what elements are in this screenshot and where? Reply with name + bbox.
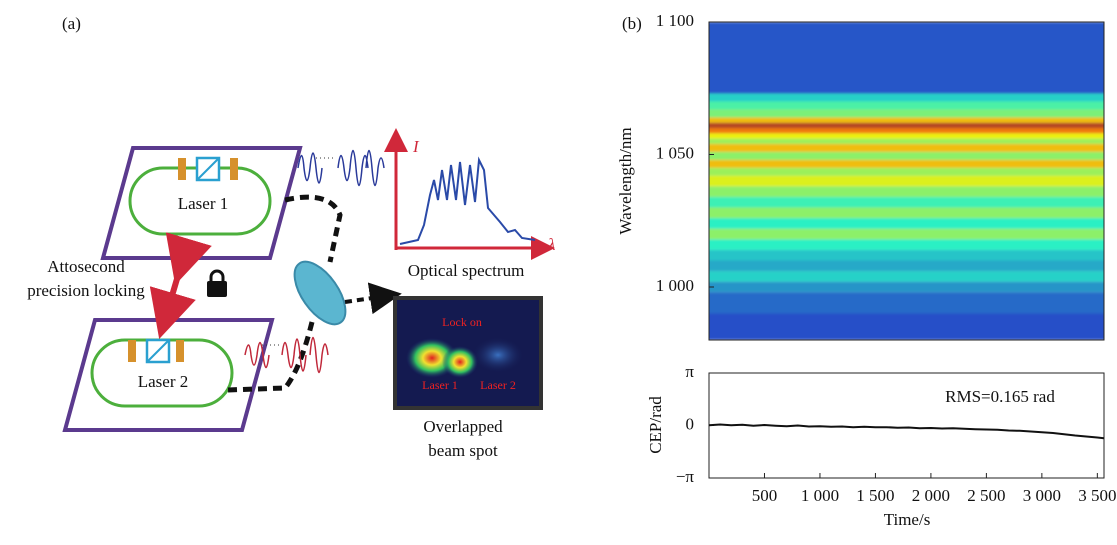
y-tick-label: 1 050 — [656, 143, 694, 162]
caption: Optical spectrum — [408, 261, 525, 280]
heatmap-band — [709, 22, 1104, 94]
heatmap-band — [709, 271, 1104, 282]
x-tick-label: 2 500 — [967, 486, 1005, 505]
heatmap-band — [709, 249, 1104, 261]
heatmap-band — [709, 151, 1104, 160]
crystal — [146, 339, 170, 363]
x-tick-label: 3 500 — [1078, 486, 1116, 505]
image-label: Laser 1 — [422, 378, 458, 392]
heatmap-band — [709, 117, 1104, 123]
laser-label: Laser 2 — [138, 372, 189, 391]
beam-combiner — [293, 260, 347, 326]
x-tick-label: 2 000 — [912, 486, 950, 505]
panel-label: (b) — [622, 14, 642, 33]
mirror — [230, 158, 238, 180]
heatmap-band — [709, 218, 1104, 229]
mirror — [128, 340, 136, 362]
laser-frame — [100, 146, 303, 260]
locking-label: Attosecond — [47, 257, 125, 276]
panel-a: (a) Laser 1 Laser 2 Attosecond precision… — [27, 14, 555, 460]
mirror — [178, 158, 186, 180]
beam-path — [344, 282, 402, 315]
caption: beam spot — [428, 441, 498, 460]
beam-path — [227, 321, 315, 393]
heatmap-band — [709, 228, 1104, 240]
lock-icon — [207, 281, 227, 297]
cep-line — [708, 423, 1105, 440]
heatmap-band — [709, 196, 1104, 208]
beam-spot — [442, 346, 478, 378]
laser-frame — [62, 318, 275, 432]
y-axis-label: Wavelength/nm — [616, 127, 635, 234]
beam-path — [284, 194, 343, 263]
heatmap-band — [709, 143, 1104, 152]
x-tick-label: 1 500 — [856, 486, 894, 505]
crystal — [196, 157, 220, 181]
axis-symbol: I — [412, 137, 420, 156]
heatmap-band — [709, 186, 1104, 197]
heatmap-band — [709, 239, 1104, 250]
y-tick-label: 1 100 — [656, 11, 694, 30]
y-tick-label: −π — [676, 467, 695, 486]
heatmap-band — [709, 167, 1104, 176]
heatmap-band — [709, 260, 1104, 272]
y-axis-label: CEP/rad — [646, 396, 665, 454]
beam-spot — [472, 337, 524, 373]
heatmap-band — [709, 128, 1104, 134]
heatmap-band — [709, 109, 1104, 118]
heatmap-band — [709, 133, 1104, 139]
lock-arrow — [149, 232, 212, 340]
lock-icon — [209, 269, 225, 282]
heatmap-rows — [709, 22, 1104, 340]
panel-label: (a) — [62, 14, 81, 33]
axis-symbol: λ — [547, 235, 555, 254]
y-tick-label: π — [685, 362, 694, 381]
annotation: RMS=0.165 rad — [945, 387, 1055, 406]
heatmap-band — [709, 207, 1104, 219]
heatmap-band — [709, 93, 1104, 102]
heatmap-band — [709, 175, 1104, 187]
heatmap-band — [709, 159, 1104, 168]
pulse-train — [297, 149, 385, 187]
spectrum-curve — [399, 156, 536, 245]
heatmap-band — [709, 313, 1104, 340]
y-tick-label: 0 — [686, 414, 695, 433]
heatmap — [709, 22, 1104, 340]
x-tick-label: 500 — [752, 486, 778, 505]
heatmap-band — [709, 138, 1104, 144]
heatmap-band — [709, 122, 1104, 128]
image-label: Lock on — [442, 315, 482, 329]
locking-label: precision locking — [27, 281, 145, 300]
x-tick-label: 3 000 — [1023, 486, 1061, 505]
heatmap-band — [709, 292, 1104, 314]
heatmap-band — [709, 281, 1104, 293]
caption: Overlapped — [423, 417, 503, 436]
laser-label: Laser 1 — [178, 194, 229, 213]
x-axis-label: Time/s — [884, 510, 931, 529]
pulse-train — [244, 336, 329, 374]
x-tick-label: 1 000 — [801, 486, 839, 505]
plot-frame — [708, 21, 1105, 341]
image-label: Laser 2 — [480, 378, 516, 392]
mirror — [176, 340, 184, 362]
panel-b: (b) Wavelength/nm CEP/rad Time/s RMS=0.1… — [616, 11, 1117, 529]
heatmap-band — [709, 101, 1104, 110]
y-tick-label: 1 000 — [656, 276, 694, 295]
